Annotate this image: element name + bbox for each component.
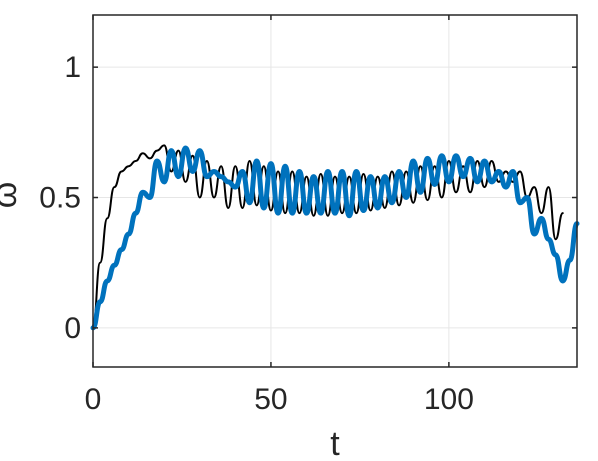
x-tick-label: 0 <box>85 383 102 416</box>
series-group <box>90 144 580 331</box>
x-axis-label: t <box>330 425 340 461</box>
x-tick-label: 100 <box>424 383 474 416</box>
y-tick-label: 1 <box>64 51 81 84</box>
y-tick-label: 0.5 <box>39 182 81 215</box>
plot-area <box>93 15 577 367</box>
series-line-2 <box>90 145 580 331</box>
series-line-1 <box>92 144 564 329</box>
x-tick-label: 50 <box>254 383 287 416</box>
ticks: 0 0.5 1 0 50 100 <box>39 15 577 416</box>
y-tick-label: 0 <box>64 312 81 345</box>
axes-box <box>92 14 578 368</box>
y-axis-label: ω <box>0 182 24 209</box>
